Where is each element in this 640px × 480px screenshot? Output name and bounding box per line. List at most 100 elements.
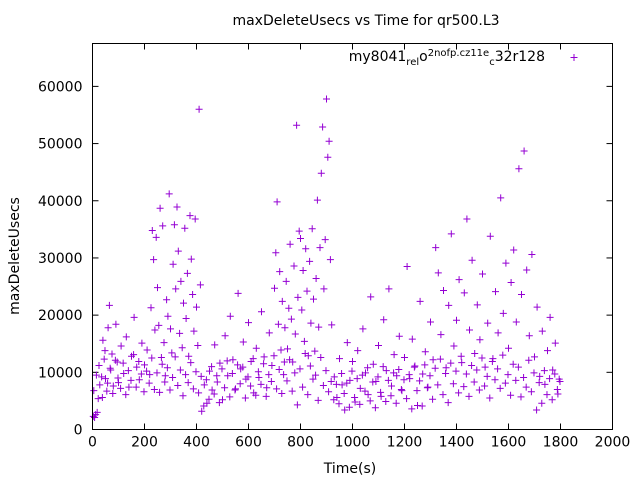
- data-point: [137, 370, 145, 378]
- data-point: [244, 373, 252, 381]
- data-point: [241, 394, 249, 402]
- data-point: [249, 355, 257, 363]
- data-point: [380, 316, 388, 324]
- data-point: [348, 367, 356, 375]
- data-point: [517, 393, 525, 401]
- data-point: [147, 304, 155, 312]
- data-point: [460, 289, 468, 297]
- data-point: [278, 389, 286, 397]
- data-point: [322, 367, 330, 375]
- data-point: [387, 392, 395, 400]
- data-point: [191, 215, 199, 223]
- data-point: [104, 324, 112, 332]
- x-tick-label: 2000: [595, 435, 631, 451]
- data-point: [192, 368, 200, 376]
- data-point: [183, 269, 191, 277]
- data-point: [262, 392, 270, 400]
- data-point: [476, 336, 484, 344]
- data-point: [306, 257, 314, 265]
- data-point: [367, 293, 375, 301]
- data-point: [359, 325, 367, 333]
- data-point: [316, 244, 324, 252]
- data-point: [182, 371, 190, 379]
- data-point: [146, 371, 154, 379]
- data-point: [200, 381, 208, 389]
- data-point: [169, 260, 177, 268]
- data-point: [160, 339, 168, 347]
- data-point: [226, 393, 234, 401]
- data-point: [341, 406, 349, 414]
- data-point: [453, 316, 460, 324]
- data-point: [304, 391, 312, 399]
- data-point: [221, 384, 229, 392]
- chart-title: maxDeleteUsecs vs Time for qr500.L3: [232, 13, 499, 29]
- data-point: [533, 303, 541, 311]
- data-point: [530, 369, 538, 377]
- data-point: [405, 371, 413, 379]
- data-point: [455, 389, 463, 397]
- data-point: [169, 373, 177, 381]
- data-point: [168, 349, 176, 357]
- data-point: [252, 344, 260, 352]
- data-point: [416, 297, 424, 305]
- data-point: [148, 226, 156, 234]
- data-point: [255, 373, 263, 381]
- data-point: [332, 380, 340, 388]
- data-point: [515, 165, 523, 173]
- data-point: [533, 406, 541, 414]
- data-point: [507, 391, 515, 399]
- data-point: [351, 393, 359, 401]
- data-point: [226, 312, 234, 320]
- x-tick-label: 1000: [335, 435, 371, 451]
- data-point: [210, 390, 218, 398]
- data-point: [172, 285, 180, 293]
- data-point: [143, 346, 151, 354]
- data-point: [161, 372, 169, 380]
- data-point: [501, 379, 509, 387]
- data-point: [303, 287, 311, 295]
- data-point: [486, 232, 494, 240]
- x-tick-label: 1400: [439, 435, 475, 451]
- y-tick-label: 0: [74, 423, 83, 439]
- data-point: [499, 351, 507, 359]
- data-point: [507, 279, 515, 287]
- data-point: [465, 392, 473, 400]
- data-point: [90, 387, 98, 395]
- data-point: [470, 378, 478, 386]
- data-point: [403, 263, 411, 271]
- data-point: [484, 319, 492, 327]
- data-point: [140, 388, 148, 396]
- data-point: [165, 190, 173, 198]
- data-point: [150, 256, 158, 264]
- data-point: [273, 385, 281, 393]
- data-point: [252, 391, 260, 399]
- data-point: [213, 372, 221, 380]
- data-point: [198, 407, 206, 415]
- data-point: [312, 275, 320, 283]
- x-tick-label: 0: [88, 435, 97, 451]
- data-point: [157, 353, 165, 361]
- data-point: [369, 378, 377, 386]
- data-point: [527, 388, 535, 396]
- data-point: [213, 378, 221, 386]
- data-point: [301, 349, 309, 357]
- data-point: [314, 396, 322, 404]
- data-point: [429, 395, 437, 403]
- data-point: [309, 375, 317, 383]
- data-point: [161, 378, 169, 386]
- data-point: [205, 395, 213, 403]
- data-point: [525, 356, 533, 364]
- data-point: [319, 123, 327, 131]
- data-point: [176, 366, 184, 374]
- data-point: [397, 385, 405, 393]
- data-point: [450, 342, 458, 350]
- data-point: [319, 381, 327, 389]
- x-tick-label: 600: [235, 435, 262, 451]
- data-point: [102, 375, 109, 383]
- data-point: [106, 364, 114, 372]
- data-point: [551, 370, 559, 378]
- data-point: [384, 376, 392, 384]
- data-point: [195, 105, 203, 113]
- data-point: [398, 387, 406, 395]
- data-point: [540, 367, 548, 375]
